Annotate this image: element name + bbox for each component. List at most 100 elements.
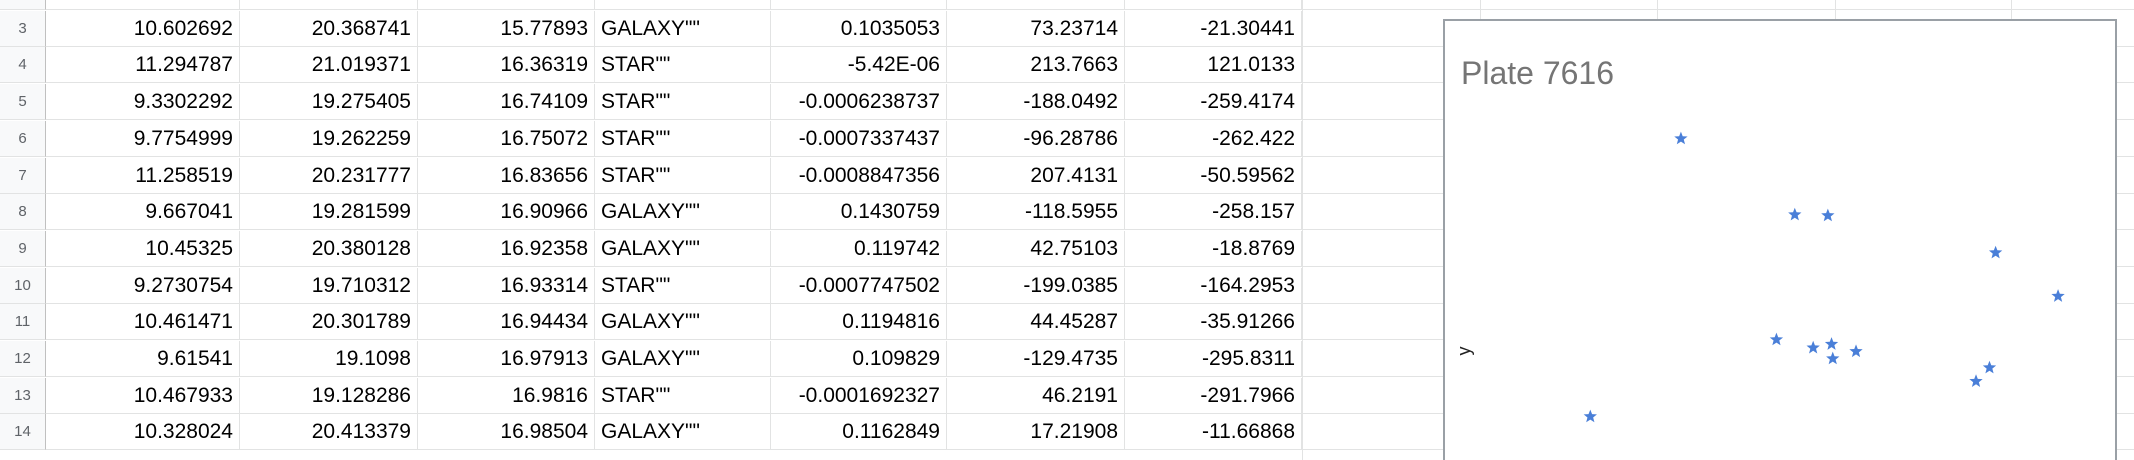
row-header[interactable]: 5 <box>0 84 46 120</box>
table-cell[interactable]: 121.0133 <box>1125 47 1302 83</box>
row-header[interactable]: 10 <box>0 268 46 304</box>
data-point-star-icon[interactable] <box>1788 207 1802 221</box>
row-header[interactable]: 14 <box>0 414 46 450</box>
table-cell[interactable]: -0.0006238737 <box>771 84 947 120</box>
table-cell[interactable]: 20.301789 <box>240 304 418 340</box>
table-cell[interactable]: STAR"" <box>595 84 771 120</box>
table-cell[interactable]: 46.2191 <box>947 378 1125 414</box>
table-cell[interactable]: 20.231777 <box>240 158 418 194</box>
table-cell[interactable]: 10.461471 <box>46 304 240 340</box>
data-point-star-icon[interactable] <box>1969 374 1983 387</box>
table-cell[interactable]: -0.0007337437 <box>771 121 947 157</box>
table-cell[interactable]: 0.1194816 <box>771 304 947 340</box>
table-cell[interactable]: 16.97913 <box>418 341 595 377</box>
table-cell[interactable]: -21.30441 <box>1125 11 1302 47</box>
table-cell[interactable]: 10.467933 <box>46 378 240 414</box>
table-cell[interactable]: -164.2953 <box>1125 268 1302 304</box>
table-cell[interactable]: GALAXY"" <box>595 11 771 47</box>
table-cell[interactable]: 9.61541 <box>46 341 240 377</box>
table-cell[interactable]: 11.258519 <box>46 158 240 194</box>
table-cell[interactable]: STAR"" <box>595 268 771 304</box>
table-cell[interactable]: STAR"" <box>595 121 771 157</box>
table-cell[interactable]: -259.4174 <box>1125 84 1302 120</box>
row-header[interactable]: 3 <box>0 11 46 47</box>
table-cell[interactable]: -18.8769 <box>1125 231 1302 267</box>
row-header[interactable]: 11 <box>0 304 46 340</box>
table-cell[interactable]: -11.66868 <box>1125 414 1302 450</box>
table-cell[interactable]: -258.157 <box>1125 194 1302 230</box>
table-cell[interactable]: 0.109829 <box>771 341 947 377</box>
table-cell[interactable]: 19.262259 <box>240 121 418 157</box>
table-cell[interactable]: -5.42E-06 <box>771 47 947 83</box>
row-header[interactable]: 9 <box>0 231 46 267</box>
table-cell[interactable]: 10.400517 <box>46 0 240 10</box>
table-cell[interactable]: 42.75103 <box>947 231 1125 267</box>
table-cell[interactable]: 20.368741 <box>240 11 418 47</box>
table-cell[interactable]: 16.9816 <box>418 378 595 414</box>
table-cell[interactable]: 44.45287 <box>947 304 1125 340</box>
table-cell[interactable]: 17.21908 <box>947 414 1125 450</box>
data-point-star-icon[interactable] <box>1821 208 1835 222</box>
table-cell[interactable]: 16.36319 <box>418 47 595 83</box>
table-cell[interactable]: -50.59562 <box>1125 158 1302 194</box>
table-cell[interactable]: 16.74109 <box>418 84 595 120</box>
table-cell[interactable]: -0.0001692327 <box>771 378 947 414</box>
table-cell[interactable]: STAR"" <box>595 378 771 414</box>
table-cell[interactable]: -118.5955 <box>947 194 1125 230</box>
data-point-star-icon[interactable] <box>1849 344 1863 358</box>
table-cell[interactable]: GALAXY"" <box>595 341 771 377</box>
table-cell[interactable]: 20.380128 <box>240 231 418 267</box>
table-cell[interactable]: 213.7663 <box>947 47 1125 83</box>
table-cell[interactable]: 73.23714 <box>947 11 1125 47</box>
row-header[interactable]: 12 <box>0 341 46 377</box>
table-cell[interactable]: GALAXY"" <box>595 0 771 10</box>
data-point-star-icon[interactable] <box>1982 360 1997 374</box>
table-cell[interactable]: 0.1430759 <box>771 194 947 230</box>
table-cell[interactable]: 207.4131 <box>947 158 1125 194</box>
data-point-star-icon[interactable] <box>1824 337 1839 350</box>
table-cell[interactable]: 0.1035053 <box>771 11 947 47</box>
table-cell[interactable]: 9.7754999 <box>46 121 240 157</box>
table-cell[interactable]: 10.602692 <box>46 11 240 47</box>
table-cell[interactable]: 16.94434 <box>418 304 595 340</box>
row-header[interactable]: 4 <box>0 47 46 83</box>
table-cell[interactable]: -295.8311 <box>1125 341 1302 377</box>
table-cell[interactable]: 19.128286 <box>240 378 418 414</box>
data-point-star-icon[interactable] <box>1583 409 1597 423</box>
table-cell[interactable]: -96.28786 <box>947 121 1125 157</box>
table-cell[interactable]: GALAXY"" <box>595 304 771 340</box>
table-cell[interactable]: 15.77893 <box>418 11 595 47</box>
data-point-star-icon[interactable] <box>1806 340 1820 354</box>
data-point-star-icon[interactable] <box>1988 245 2003 259</box>
table-cell[interactable]: 0.119742 <box>771 231 947 267</box>
data-point-star-icon[interactable] <box>1826 351 1840 365</box>
table-cell[interactable]: -129.4735 <box>947 341 1125 377</box>
table-cell[interactable]: 19.281599 <box>240 194 418 230</box>
table-cell[interactable]: GALAXY"" <box>595 231 771 267</box>
table-cell[interactable]: 16.90966 <box>418 194 595 230</box>
table-cell[interactable]: 21.358809 <box>240 0 418 10</box>
table-cell[interactable]: -291.7966 <box>1125 378 1302 414</box>
row-header[interactable]: 8 <box>0 194 46 230</box>
data-point-star-icon[interactable] <box>1769 332 1784 346</box>
row-header[interactable]: 2 <box>0 0 46 10</box>
table-cell[interactable]: 11.294787 <box>46 47 240 83</box>
table-cell[interactable]: 10.45325 <box>46 231 240 267</box>
row-header[interactable]: 6 <box>0 121 46 157</box>
table-cell[interactable]: GALAXY"" <box>595 414 771 450</box>
table-cell[interactable]: STAR"" <box>595 47 771 83</box>
data-point-star-icon[interactable] <box>1674 131 1688 145</box>
table-cell[interactable]: -199.0385 <box>947 268 1125 304</box>
table-cell[interactable]: 10.328024 <box>46 414 240 450</box>
row-header[interactable]: 13 <box>0 378 46 414</box>
table-cell[interactable]: 19.710312 <box>240 268 418 304</box>
table-cell[interactable]: -262.422 <box>1125 121 1302 157</box>
table-cell[interactable]: 194.2075 <box>1125 0 1302 10</box>
table-cell[interactable]: -0.0007747502 <box>771 268 947 304</box>
table-cell[interactable]: GALAXY"" <box>595 194 771 230</box>
table-cell[interactable]: -0.0008847356 <box>771 158 947 194</box>
table-cell[interactable]: -188.0492 <box>947 84 1125 120</box>
table-cell[interactable]: -35.91266 <box>1125 304 1302 340</box>
table-cell[interactable]: 15.09128 <box>418 0 595 10</box>
